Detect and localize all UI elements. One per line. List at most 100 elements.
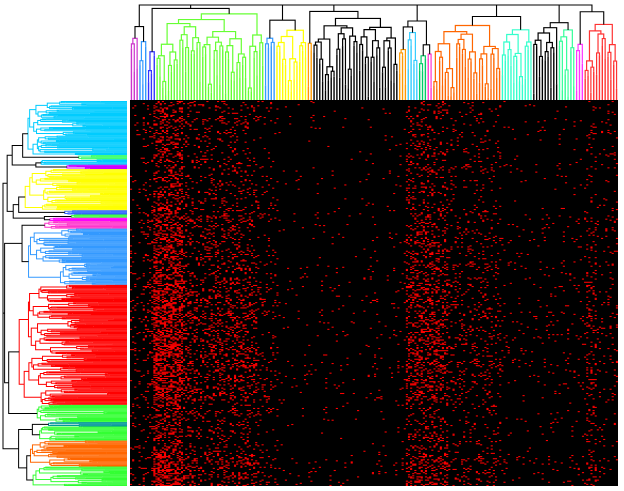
heatmap-cell xyxy=(174,222,177,224)
heatmap-cell xyxy=(427,133,430,135)
heatmap-cell xyxy=(166,330,173,332)
heatmap-cell xyxy=(159,103,162,105)
heatmap-cell xyxy=(388,172,391,174)
heatmap-cell xyxy=(274,217,277,219)
heatmap-cell xyxy=(248,223,254,226)
heatmap-cell xyxy=(161,203,164,205)
heatmap-cell xyxy=(365,295,368,297)
heatmap-cell xyxy=(161,342,167,344)
heatmap-cell xyxy=(180,249,184,251)
heatmap-cell xyxy=(163,144,167,146)
heatmap-cell xyxy=(161,333,164,335)
heatmap-cell xyxy=(499,166,502,168)
heatmap-cell xyxy=(562,352,565,354)
heatmap-cell xyxy=(412,118,415,120)
heatmap-cell xyxy=(460,246,464,248)
heatmap-cell xyxy=(153,309,158,311)
heatmap-cell xyxy=(439,106,442,108)
heatmap-cell xyxy=(524,105,527,107)
heatmap-cell xyxy=(180,253,184,255)
heatmap-cell xyxy=(431,307,434,309)
heatmap-cell xyxy=(193,275,196,277)
heatmap-cell xyxy=(195,284,198,287)
heatmap-cell xyxy=(471,105,474,107)
heatmap-cell xyxy=(246,122,249,124)
heatmap-cell xyxy=(533,315,538,318)
heatmap-cell xyxy=(420,328,428,330)
heatmap-cell xyxy=(545,266,548,268)
heatmap-cell xyxy=(412,134,417,136)
heatmap-cell xyxy=(467,263,470,265)
heatmap-cell xyxy=(601,130,604,133)
heatmap-cell xyxy=(267,237,271,239)
heatmap-cell xyxy=(200,164,203,166)
heatmap-cell xyxy=(253,315,256,318)
heatmap-cell xyxy=(420,174,423,176)
heatmap-cell xyxy=(225,312,234,314)
heatmap-cell xyxy=(427,195,430,197)
heatmap-cell xyxy=(278,314,281,316)
heatmap-cell xyxy=(556,334,559,336)
heatmap-cell xyxy=(172,291,179,293)
heatmap-cell xyxy=(465,255,468,257)
heatmap-cell xyxy=(170,329,173,331)
heatmap-cell xyxy=(414,269,419,272)
heatmap-cell xyxy=(189,110,192,112)
heatmap-cell xyxy=(172,262,175,264)
heatmap-cell xyxy=(176,153,181,155)
heatmap-cell xyxy=(437,340,440,342)
heatmap-cell xyxy=(180,127,184,129)
heatmap-cell xyxy=(223,103,226,105)
heatmap-cell xyxy=(159,139,164,141)
heatmap-cell xyxy=(420,317,423,319)
heatmap-cell xyxy=(231,340,234,342)
heatmap-cell xyxy=(250,106,254,108)
heatmap-cell xyxy=(427,156,430,158)
heatmap-cell xyxy=(418,339,425,341)
heatmap-cell xyxy=(586,337,589,339)
heatmap-cell xyxy=(482,121,485,123)
heatmap-cell xyxy=(594,194,597,196)
heatmap-cell xyxy=(575,138,578,140)
heatmap-cell xyxy=(134,354,137,356)
heatmap-cell xyxy=(161,318,167,320)
heatmap-cell xyxy=(221,344,224,346)
heatmap-cell xyxy=(163,148,169,150)
heatmap-cell xyxy=(208,297,213,299)
heatmap-cell xyxy=(155,299,158,301)
heatmap-cell xyxy=(520,311,523,313)
heatmap-cell xyxy=(410,307,413,309)
heatmap-cell xyxy=(490,321,493,323)
heatmap-cell xyxy=(204,328,211,330)
heatmap-cell xyxy=(223,204,226,206)
heatmap-cell xyxy=(594,263,597,265)
heatmap-cell xyxy=(577,246,582,248)
heatmap-cell xyxy=(155,338,160,340)
heatmap-cell xyxy=(257,206,260,208)
heatmap-cell xyxy=(448,203,451,205)
heatmap-cell xyxy=(399,155,402,157)
heatmap-cell xyxy=(276,346,279,349)
heatmap-cell xyxy=(480,217,483,219)
heatmap-cell xyxy=(564,182,568,184)
heatmap-cell xyxy=(185,204,188,206)
heatmap-cell xyxy=(429,320,434,322)
heatmap-cell xyxy=(250,272,254,274)
heatmap-cell xyxy=(155,234,160,236)
heatmap-cell xyxy=(444,261,447,263)
heatmap-cell xyxy=(437,299,440,301)
heatmap-cell xyxy=(189,291,198,293)
heatmap-cell xyxy=(463,186,468,188)
heatmap-cell xyxy=(180,297,184,299)
heatmap-cell xyxy=(208,107,211,109)
heatmap-cell xyxy=(153,300,156,303)
heatmap-cell xyxy=(157,196,162,198)
heatmap-cell xyxy=(424,232,428,234)
heatmap-cell xyxy=(229,141,232,143)
heatmap-cell xyxy=(176,284,179,287)
heatmap-cell xyxy=(238,187,241,189)
heatmap-cell xyxy=(189,128,192,130)
heatmap-cell xyxy=(185,230,188,232)
heatmap-cell xyxy=(560,311,563,313)
heatmap-cell xyxy=(229,306,232,308)
